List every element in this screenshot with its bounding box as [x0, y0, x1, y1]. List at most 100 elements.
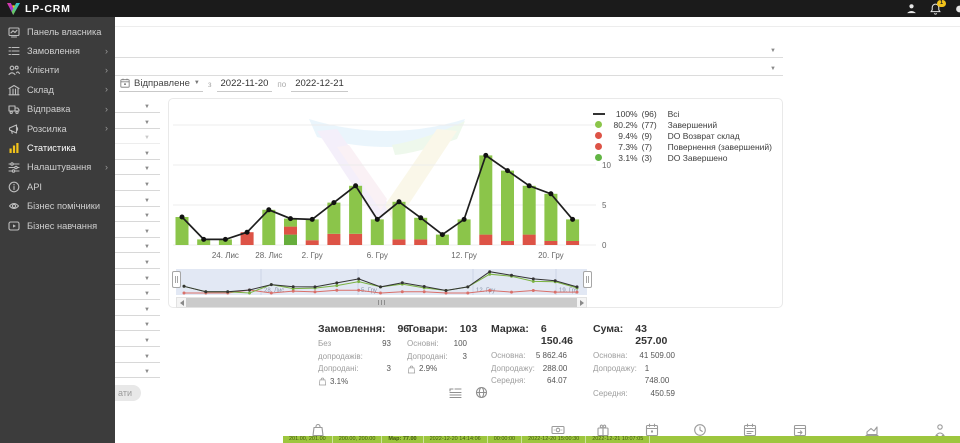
sidebar-item-shipping[interactable]: Відправка › — [0, 100, 115, 119]
line-point[interactable] — [266, 207, 272, 213]
bar-segment[interactable] — [457, 219, 471, 245]
line-point[interactable] — [288, 216, 293, 222]
legend-item[interactable]: 80.2% (77) Завершений — [592, 119, 772, 130]
bar-segment[interactable] — [327, 202, 341, 234]
sidebar-item-settings[interactable]: Налаштування › — [0, 158, 115, 177]
sidebar-item-api[interactable]: API — [0, 177, 115, 196]
bar-segment[interactable] — [349, 185, 363, 234]
gift-column-icon[interactable] — [596, 423, 610, 437]
line-point[interactable] — [526, 183, 532, 189]
line-point[interactable] — [309, 216, 315, 222]
scroll-right-arrow[interactable] — [577, 298, 586, 307]
filter-select-12[interactable]: ▼ — [88, 271, 160, 285]
calendar-export-column-icon[interactable] — [793, 423, 807, 437]
bar-segment[interactable] — [327, 233, 341, 245]
bar-segment[interactable] — [414, 239, 428, 245]
settings-partial-icon[interactable] — [952, 2, 960, 16]
filter-select-4[interactable]: ▼ — [88, 146, 160, 160]
bar-segment[interactable] — [479, 234, 493, 245]
banknote-column-icon[interactable] — [551, 423, 565, 437]
area-chart-column-icon[interactable] — [865, 423, 879, 437]
bar-segment[interactable] — [262, 209, 276, 245]
filter-select-3[interactable]: ▼ — [88, 130, 160, 145]
filter-select-7[interactable]: ▼ — [88, 193, 160, 207]
filter-select-17[interactable]: ▼ — [88, 349, 160, 363]
bar-segment[interactable] — [284, 234, 297, 245]
bar-segment[interactable] — [501, 241, 514, 245]
bar-segment[interactable] — [284, 218, 297, 227]
date-type-select[interactable]: Відправлене ▼ — [119, 78, 203, 92]
date-from-input[interactable]: 2022-11-20 — [216, 78, 273, 92]
sidebar-item-helpers[interactable]: Бізнес помічники — [0, 197, 115, 216]
bar-segment[interactable] — [544, 241, 558, 245]
bar-segment[interactable] — [501, 170, 514, 241]
bag-column-icon[interactable] — [311, 423, 325, 437]
clock-column-icon[interactable] — [693, 423, 707, 437]
bar-segment[interactable] — [305, 240, 319, 245]
line-point[interactable] — [179, 214, 185, 220]
filter-select-11[interactable]: ▼ — [88, 255, 160, 269]
bar-segment[interactable] — [392, 239, 406, 245]
scroll-left-arrow[interactable] — [177, 298, 186, 307]
bar-segment[interactable] — [349, 233, 363, 245]
legend-item[interactable]: 100% (96) Всі — [592, 108, 772, 119]
bar-segment[interactable] — [240, 232, 254, 245]
line-point[interactable] — [396, 199, 402, 205]
filter-select-2[interactable]: ▼ — [88, 115, 160, 129]
sidebar-item-orders[interactable]: Замовлення › — [0, 41, 115, 60]
filter-select-wide-1[interactable]: ▼ — [115, 41, 783, 58]
filter-select-15[interactable]: ▼ — [88, 317, 160, 332]
filter-select-5[interactable]: ▼ — [88, 161, 160, 176]
bar-segment[interactable] — [392, 201, 406, 240]
calendar-day-column-icon[interactable] — [743, 423, 757, 437]
filter-select-13[interactable]: ▼ — [88, 286, 160, 301]
bar-segment[interactable] — [544, 193, 558, 241]
legend-item[interactable]: 9.4% (9) DO Возврат склад — [592, 130, 772, 141]
line-point[interactable] — [505, 168, 510, 174]
line-point[interactable] — [222, 236, 228, 242]
bar-segment[interactable] — [284, 226, 297, 235]
scrollbar-thumb[interactable] — [186, 298, 577, 307]
calendar-column-icon[interactable] — [645, 423, 659, 437]
line-point[interactable] — [570, 216, 576, 222]
filter-select-wide-2[interactable]: ▼ — [115, 59, 783, 76]
globe-icon[interactable] — [475, 386, 488, 399]
line-point[interactable] — [331, 200, 337, 206]
user-account-icon[interactable] — [904, 2, 918, 16]
bar-segment[interactable] — [522, 185, 536, 235]
line-point[interactable] — [483, 152, 489, 158]
line-point[interactable] — [418, 215, 424, 221]
line-point[interactable] — [201, 236, 207, 242]
notifications-bell-icon[interactable]: 1 — [928, 0, 946, 16]
date-to-input[interactable]: 2022-12-21 — [291, 78, 348, 92]
navigator-left-handle[interactable] — [172, 271, 181, 288]
sidebar-item-mailing[interactable]: Розсилка › — [0, 119, 115, 138]
line-point[interactable] — [374, 216, 380, 222]
line-point[interactable] — [353, 183, 359, 189]
filter-select-14[interactable]: ▼ — [88, 302, 160, 316]
line-point[interactable] — [461, 216, 467, 222]
bar-segment[interactable] — [305, 219, 319, 241]
filter-select-6[interactable]: ▼ — [88, 177, 160, 191]
legend-item[interactable]: 7.3% (7) Повернення (завершений) — [592, 141, 772, 152]
filter-select-9[interactable]: ▼ — [88, 224, 160, 238]
bar-segment[interactable] — [175, 217, 189, 245]
bar-segment[interactable] — [522, 234, 536, 245]
bar-segment[interactable] — [479, 155, 493, 235]
navigator-right-handle[interactable] — [583, 271, 592, 288]
list-chart-icon[interactable] — [449, 386, 462, 399]
sidebar-item-stats[interactable]: Статистика — [0, 138, 115, 157]
bar-segment[interactable] — [218, 239, 232, 245]
bar-segment[interactable] — [566, 219, 580, 241]
bar-segment[interactable] — [566, 241, 580, 245]
bar-segment[interactable] — [197, 239, 211, 245]
bar-segment[interactable] — [435, 234, 449, 245]
filter-select-1[interactable]: ▼ — [88, 99, 160, 113]
filter-select-8[interactable]: ▼ — [88, 208, 160, 223]
sidebar-item-training[interactable]: Бізнес навчання — [0, 216, 115, 235]
bar-segment[interactable] — [370, 219, 384, 245]
line-point[interactable] — [439, 232, 445, 238]
filter-select-16[interactable]: ▼ — [88, 333, 160, 347]
sidebar-item-warehouse[interactable]: Склад › — [0, 80, 115, 99]
brand-logo[interactable]: LP-CRM — [0, 2, 71, 16]
